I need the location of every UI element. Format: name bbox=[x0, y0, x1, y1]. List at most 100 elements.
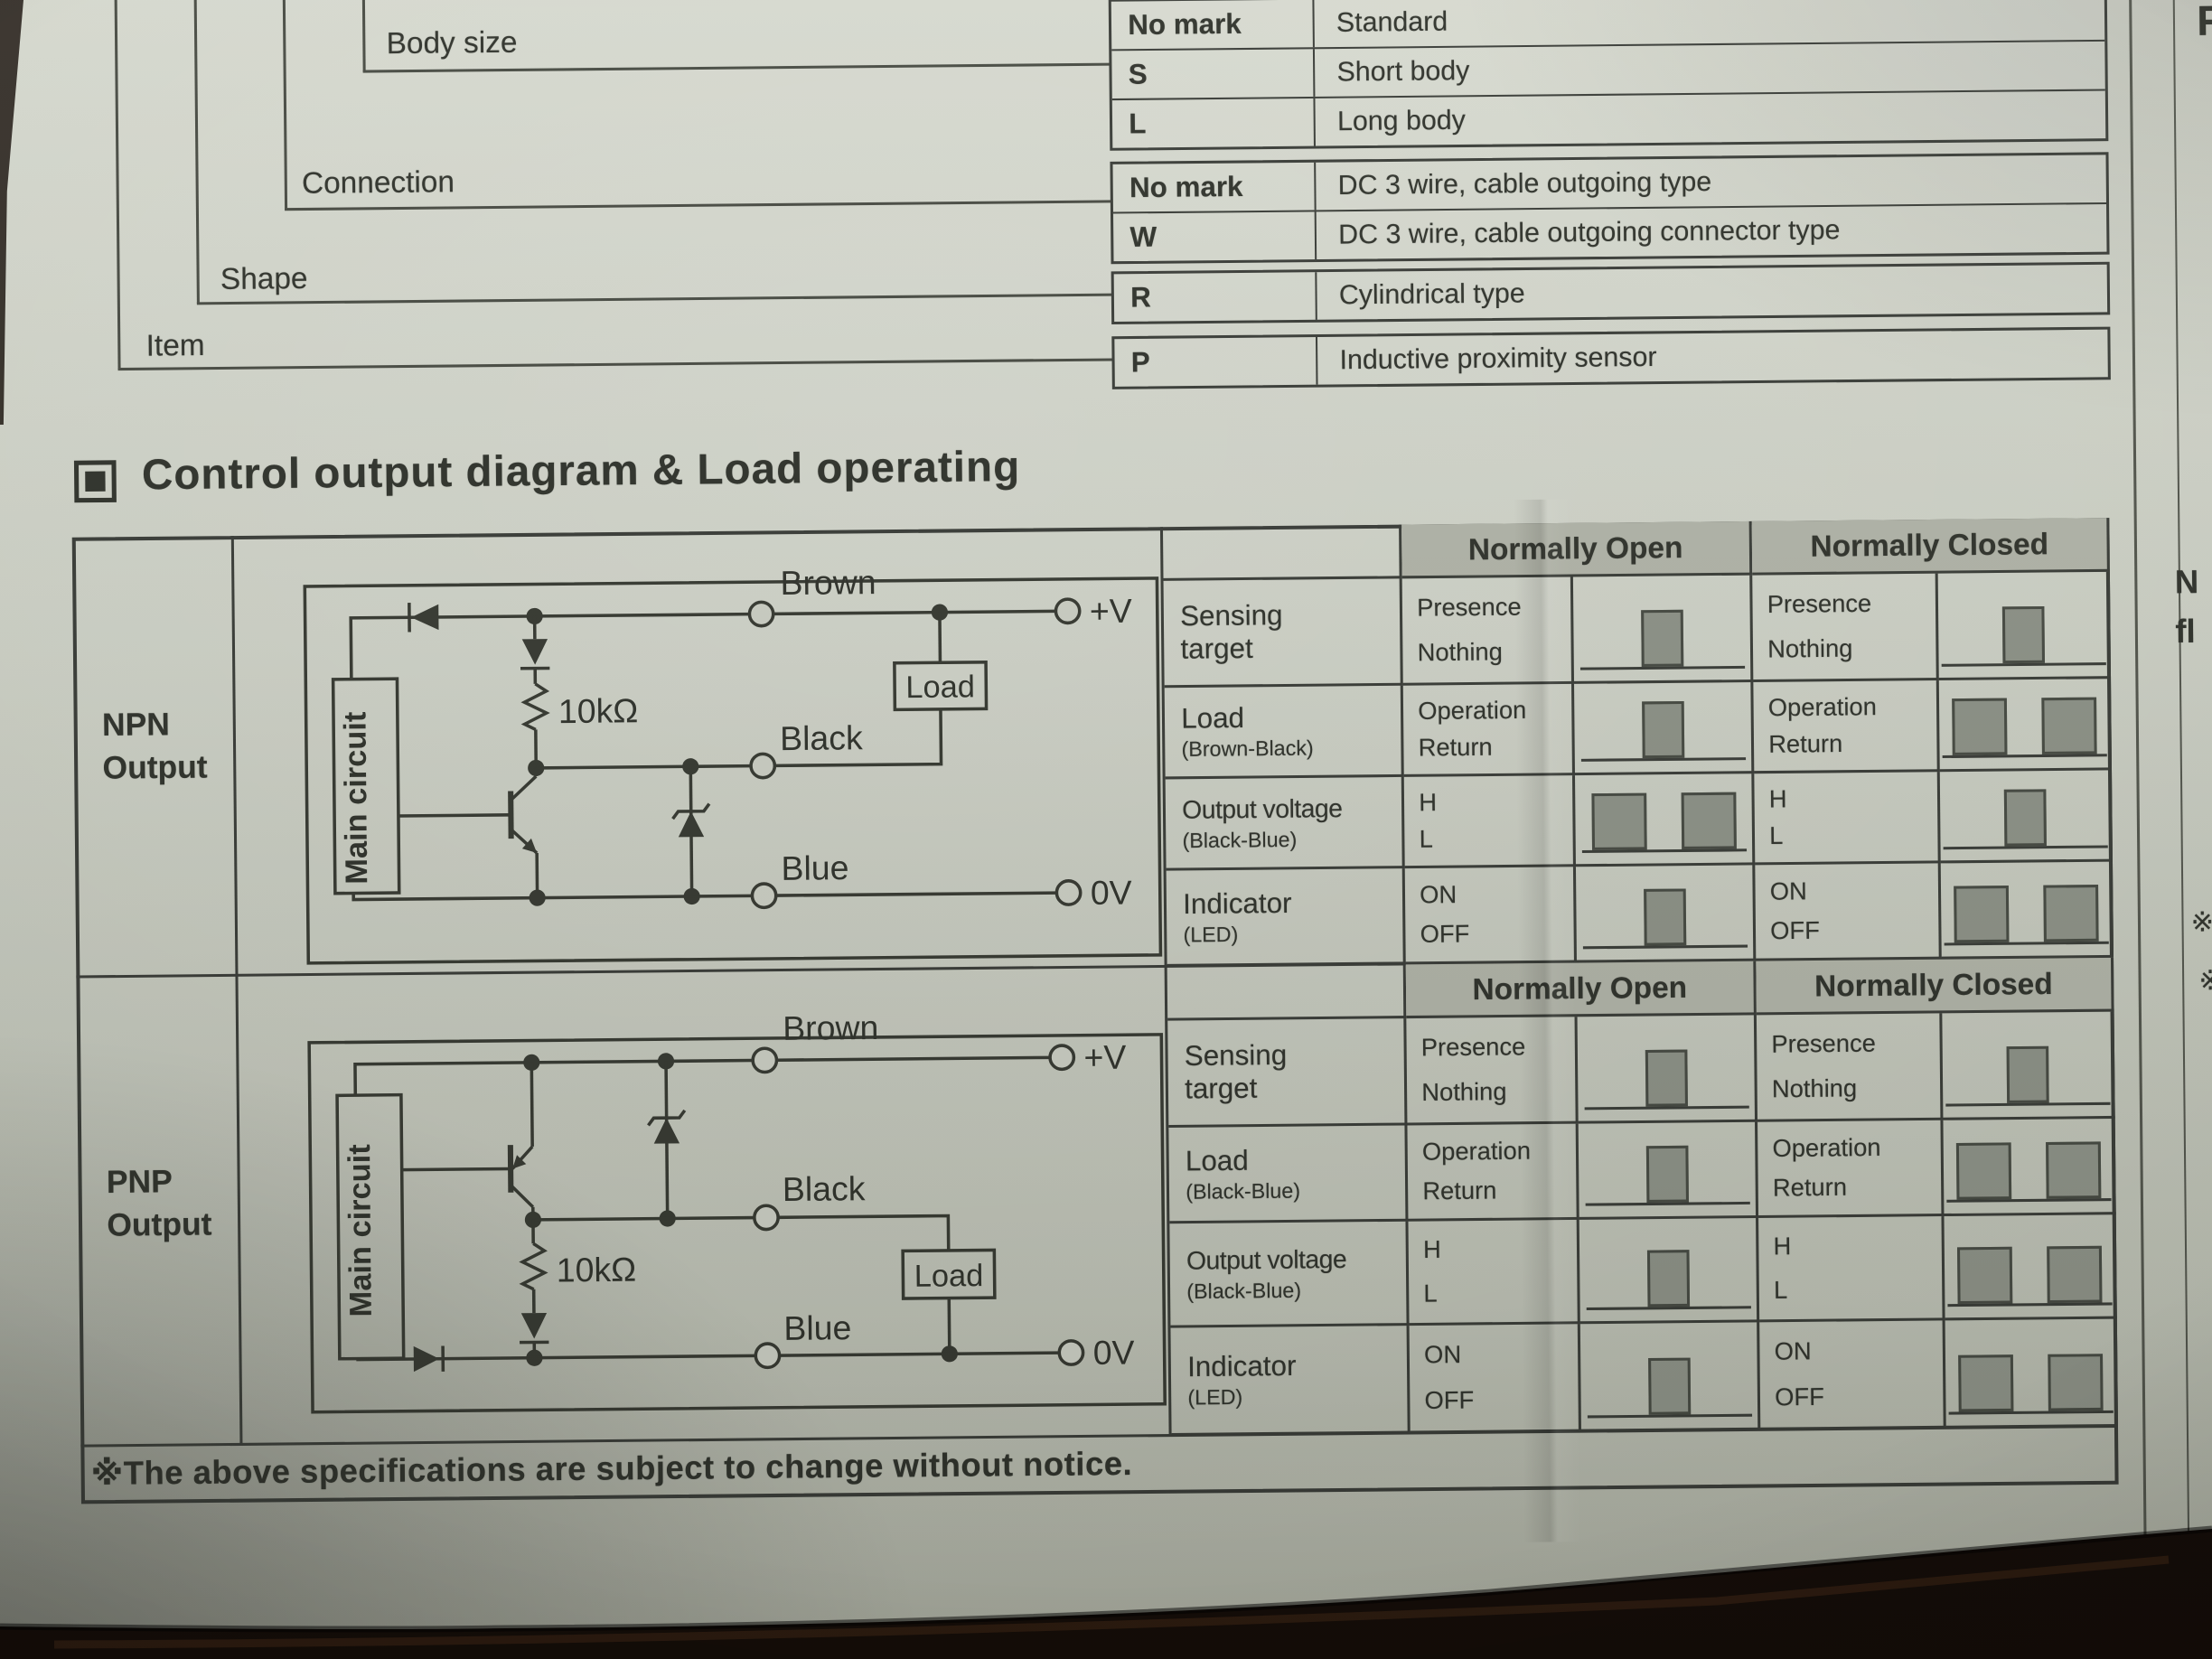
blue-terminal bbox=[750, 882, 778, 910]
row-label-sub: (Brown-Black) bbox=[1181, 736, 1314, 762]
nc-waveform bbox=[1944, 876, 2109, 946]
plus-v-terminal bbox=[1048, 1044, 1076, 1072]
resistor-value: 10kΩ bbox=[557, 1251, 637, 1289]
legend-table-bodysize: No mark Standard S Short body L Long body bbox=[1108, 0, 2109, 151]
row-label-cell: Load (Black-Blue) bbox=[1168, 1125, 1409, 1224]
brown-wire-label: Brown bbox=[780, 563, 876, 602]
legend-table-item: P Inductive proximity sensor bbox=[1111, 326, 2111, 389]
next-column-fragment-line2: fl bbox=[2175, 612, 2196, 651]
no-waveform bbox=[1579, 601, 1745, 670]
legend-description: Cylindrical type bbox=[1338, 278, 1525, 311]
legend-table-shape: R Cylindrical type bbox=[1111, 261, 2111, 325]
state-bottom: L bbox=[1769, 821, 1784, 850]
state-bottom: L bbox=[1773, 1276, 1788, 1304]
state-bottom: Return bbox=[1422, 1176, 1497, 1205]
waveform-pulse-block bbox=[2003, 789, 2047, 847]
state-top: Operation bbox=[1418, 696, 1527, 725]
nc-state-cell: Presence Nothing bbox=[1756, 1013, 1944, 1122]
row-label-sub: (LED) bbox=[1187, 1384, 1243, 1410]
state-top: Presence bbox=[1771, 1029, 1876, 1058]
state-bottom: L bbox=[1423, 1279, 1438, 1308]
next-column-reference-mark-1: ※ bbox=[2190, 907, 2212, 938]
no-waveform-cell bbox=[1579, 1218, 1760, 1325]
no-waveform bbox=[1581, 784, 1747, 854]
table-corner-cell bbox=[1167, 964, 1407, 1021]
nc-state-cell: Operation Return bbox=[1757, 1120, 1945, 1219]
nc-waveform-cell bbox=[1937, 571, 2112, 681]
plus-v-label: +V bbox=[1090, 592, 1132, 630]
row-label-sub: (Black-Blue) bbox=[1182, 827, 1298, 853]
legend-code: S bbox=[1111, 49, 1316, 99]
normally-closed-header: Normally Closed bbox=[1756, 957, 2114, 1016]
main-circuit-label: Main circuit bbox=[338, 711, 374, 885]
waveform-block-right bbox=[2042, 885, 2099, 942]
plus-v-label: +V bbox=[1083, 1038, 1126, 1076]
no-waveform-cell bbox=[1574, 682, 1755, 776]
row-label-cell: Load (Brown-Black) bbox=[1164, 685, 1404, 780]
legend-table-connection: No mark DC 3 wire, cable outgoing type W DC… bbox=[1110, 152, 2110, 265]
nc-waveform bbox=[1945, 1133, 2112, 1203]
nc-waveform bbox=[1945, 1037, 2111, 1107]
state-top: ON bbox=[1774, 1337, 1812, 1366]
waveform-baseline bbox=[1586, 1305, 1751, 1311]
waveform-baseline bbox=[1585, 1201, 1750, 1206]
waveform-baseline bbox=[1580, 756, 1746, 762]
waveform-pulse-block bbox=[1647, 1357, 1691, 1415]
nc-waveform-cell bbox=[1943, 1118, 2116, 1217]
state-top: H bbox=[1422, 1235, 1441, 1264]
row-label: Indicator bbox=[1186, 1349, 1297, 1383]
no-waveform-cell bbox=[1578, 1121, 1759, 1220]
row-label-sub: (LED) bbox=[1183, 922, 1239, 946]
nc-state-cell: Presence Nothing bbox=[1752, 573, 1939, 683]
blue-wire-label: Blue bbox=[783, 1308, 851, 1347]
state-bottom: Return bbox=[1768, 729, 1843, 759]
nc-waveform-cell bbox=[1939, 770, 2113, 864]
next-column-fragment-title: F bbox=[2197, 0, 2212, 44]
waveform-baseline bbox=[1945, 1197, 2112, 1203]
black-terminal bbox=[753, 1204, 780, 1232]
row-label: Indicator bbox=[1183, 886, 1292, 920]
load-label: Load bbox=[914, 1259, 984, 1294]
nc-waveform-cell bbox=[1944, 1214, 2117, 1321]
row-label-sub: (Black-Blue) bbox=[1186, 1177, 1301, 1204]
waveform-pulse-block bbox=[1646, 1250, 1690, 1308]
no-state-cell: Operation Return bbox=[1402, 683, 1576, 777]
waveform-pulse-block bbox=[1643, 888, 1686, 946]
waveform-baseline bbox=[1582, 944, 1748, 950]
state-bottom: Nothing bbox=[1417, 638, 1503, 667]
reverse-diode-icon bbox=[413, 1345, 440, 1373]
section-bullet-icon bbox=[73, 460, 117, 503]
waveform-block-left bbox=[1951, 698, 2007, 755]
row-label: Sensing target bbox=[1179, 598, 1283, 665]
waveform-block-right bbox=[1681, 792, 1737, 849]
waveform-baseline bbox=[1948, 1410, 2114, 1415]
legend-description: Long body bbox=[1336, 105, 1466, 137]
state-top: ON bbox=[1423, 1341, 1462, 1369]
state-top: Presence bbox=[1767, 589, 1872, 619]
state-top: H bbox=[1768, 784, 1787, 813]
npn-output-label: NPN Output bbox=[101, 706, 208, 786]
legend-code: W bbox=[1113, 211, 1317, 262]
state-top: ON bbox=[1420, 880, 1457, 909]
state-top: ON bbox=[1769, 877, 1807, 905]
state-bottom: OFF bbox=[1775, 1382, 1824, 1411]
resistor-value: 10kΩ bbox=[558, 691, 639, 730]
waveform-baseline bbox=[1944, 941, 2109, 946]
row-label-cell: Sensing target bbox=[1163, 578, 1403, 689]
section-title: Control output diagram & Load operating bbox=[141, 441, 1021, 499]
no-waveform bbox=[1587, 1349, 1752, 1419]
state-bottom: Return bbox=[1772, 1173, 1848, 1202]
waveform-pulse-block bbox=[1645, 1049, 1688, 1107]
nc-waveform-cell bbox=[1942, 1011, 2115, 1120]
nc-state-cell: ON OFF bbox=[1755, 863, 1942, 961]
waveform-block-left bbox=[1956, 1246, 2012, 1305]
npn-circuit-diagram: Main circuit 10kΩ Load bbox=[303, 563, 1163, 965]
waveform-pulse-block bbox=[2001, 605, 2045, 664]
legend-description: Standard bbox=[1336, 6, 1448, 38]
next-column-reference-mark-2: ※ bbox=[2198, 965, 2212, 997]
state-bottom: Nothing bbox=[1771, 1074, 1858, 1103]
row-label-cell: Output voltage (Black-Blue) bbox=[1165, 776, 1405, 871]
